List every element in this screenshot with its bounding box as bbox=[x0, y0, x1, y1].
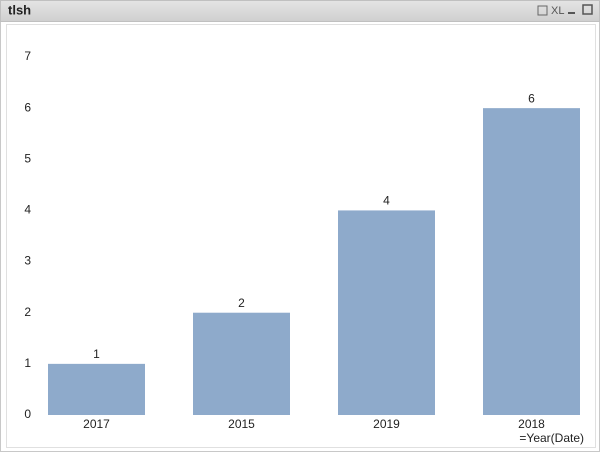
x-tick-label: 2017 bbox=[83, 417, 110, 431]
maximize-button[interactable] bbox=[582, 4, 593, 15]
print-button[interactable] bbox=[537, 5, 548, 16]
y-tick-label: 5 bbox=[24, 151, 31, 165]
bar bbox=[48, 363, 145, 415]
value-label: 2 bbox=[238, 296, 245, 310]
x-tick-label: 2019 bbox=[373, 417, 400, 431]
y-tick-label: 2 bbox=[24, 305, 31, 319]
y-tick-label: 6 bbox=[24, 100, 31, 114]
chart-title: tlsh bbox=[8, 2, 31, 17]
y-tick-label: 0 bbox=[24, 407, 31, 421]
minimize-button[interactable] bbox=[568, 12, 575, 14]
y-tick-label: 7 bbox=[24, 49, 31, 63]
bar bbox=[483, 108, 580, 416]
value-label: 6 bbox=[528, 91, 535, 105]
xl-button[interactable]: XL bbox=[551, 5, 564, 17]
x-tick-label: 2015 bbox=[228, 417, 255, 431]
bar bbox=[338, 210, 435, 415]
y-tick-label: 3 bbox=[24, 254, 31, 268]
bar bbox=[193, 312, 290, 415]
y-tick-label: 1 bbox=[24, 356, 31, 370]
plot-frame bbox=[6, 24, 596, 448]
title-bar bbox=[0, 0, 600, 22]
value-label: 4 bbox=[383, 194, 390, 208]
value-label: 1 bbox=[93, 347, 100, 361]
x-tick-label: 2018 bbox=[518, 417, 545, 431]
y-tick-label: 4 bbox=[24, 203, 31, 217]
x-axis-label: =Year(Date) bbox=[519, 431, 584, 445]
